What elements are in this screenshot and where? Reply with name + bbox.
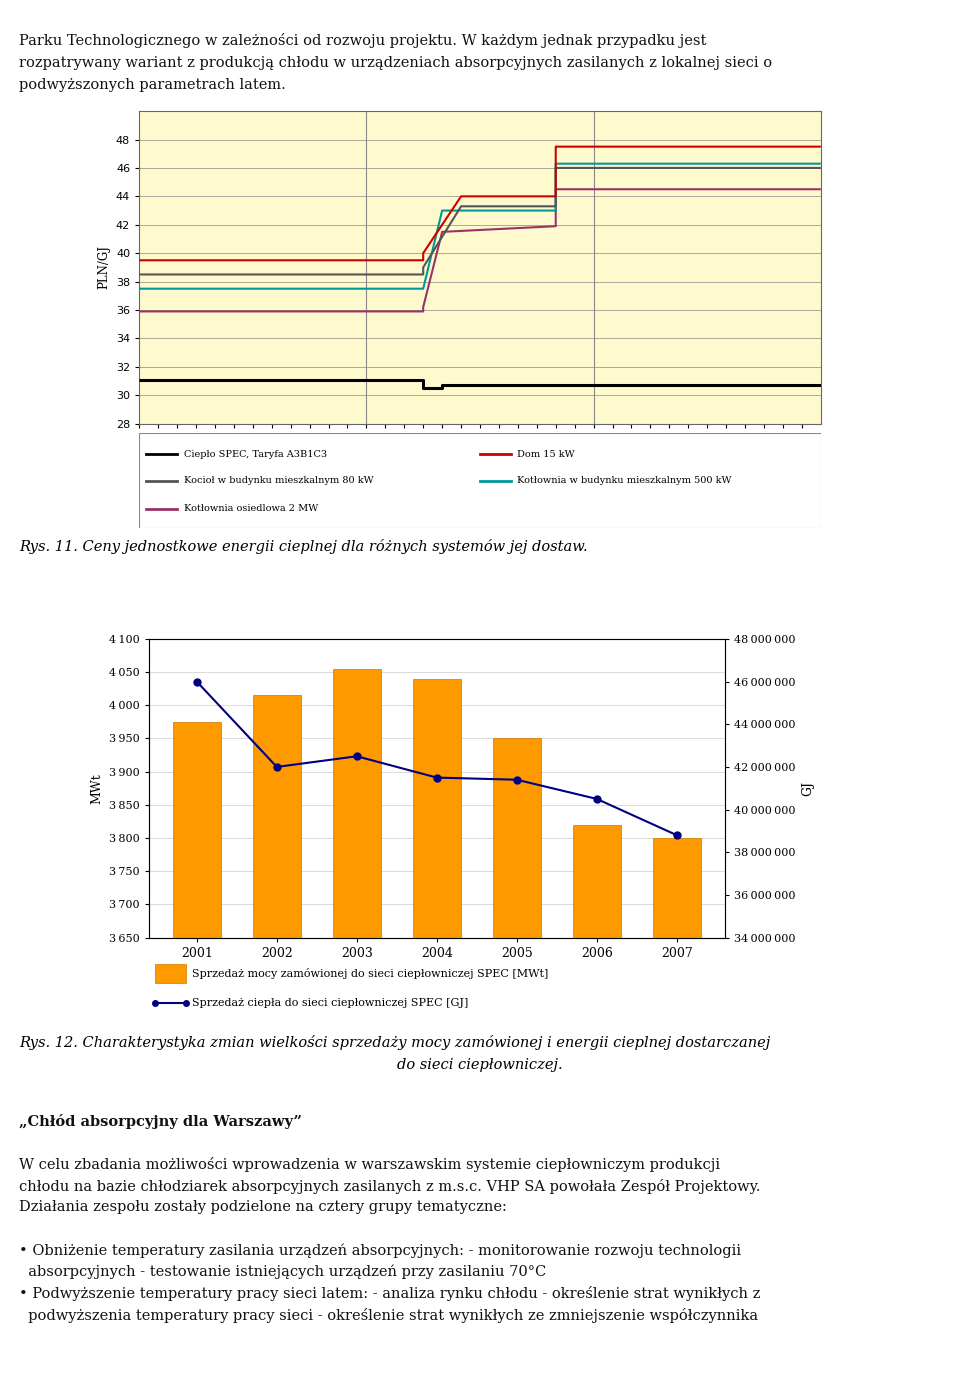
Text: absorpcyjnych - testowanie istniejących urządzeń przy zasilaniu 70°C: absorpcyjnych - testowanie istniejących … [19, 1264, 546, 1279]
Text: chłodu na bazie chłodziarek absorpcyjnych zasilanych z m.s.c. VHP SA powołała Ze: chłodu na bazie chłodziarek absorpcyjnyc… [19, 1178, 760, 1193]
Text: • Obniżenie temperatury zasilania urządzeń absorpcyjnych: - monitorowanie rozwoj: • Obniżenie temperatury zasilania urządz… [19, 1243, 741, 1257]
Text: 2009: 2009 [692, 436, 722, 450]
Text: • Podwyższenie temperatury pracy sieci latem: - analiza rynku chłodu - określeni: • Podwyższenie temperatury pracy sieci l… [19, 1286, 760, 1301]
Text: Kotłownia w budynku mieszkalnym 500 kW: Kotłownia w budynku mieszkalnym 500 kW [517, 476, 732, 485]
Text: Kocioł w budynku mieszkalnym 80 kW: Kocioł w budynku mieszkalnym 80 kW [183, 476, 373, 485]
Text: do sieci ciepłowniczej.: do sieci ciepłowniczej. [397, 1058, 563, 1072]
Bar [653, 838, 701, 1389]
FancyBboxPatch shape [139, 433, 821, 528]
Text: rozpatrywany wariant z produkcją chłodu w urządzeniach absorpcyjnych zasilanych : rozpatrywany wariant z produkcją chłodu … [19, 56, 773, 69]
Bar [252, 696, 300, 1389]
Text: podwyższonych parametrach latem.: podwyższonych parametrach latem. [19, 78, 286, 92]
Text: Sprzedaż mocy zamówionej do sieci ciepłowniczej SPEC [MWt]: Sprzedaż mocy zamówionej do sieci ciepło… [192, 968, 548, 979]
Bar [492, 739, 540, 1389]
Text: Działania zespołu zostały podzielone na cztery grupy tematyczne:: Działania zespołu zostały podzielone na … [19, 1200, 507, 1214]
Text: Kotłownia osiedlowa 2 MW: Kotłownia osiedlowa 2 MW [183, 504, 318, 514]
Bar [333, 668, 381, 1389]
Bar [573, 825, 621, 1389]
Y-axis label: PLN/GJ: PLN/GJ [97, 246, 110, 289]
Text: Parku Technologicznego w zależności od rozwoju projektu. W każdym jednak przypad: Parku Technologicznego w zależności od r… [19, 33, 707, 49]
Text: 2007: 2007 [238, 436, 268, 450]
Text: 2008: 2008 [466, 436, 494, 450]
Y-axis label: GJ: GJ [801, 781, 814, 796]
Text: podwyższenia temperatury pracy sieci - określenie strat wynikłych ze zmniejszeni: podwyższenia temperatury pracy sieci - o… [19, 1308, 758, 1322]
Text: Ciepło SPEC, Taryfa A3B1C3: Ciepło SPEC, Taryfa A3B1C3 [183, 450, 326, 458]
Text: „Chłód absorpcyjny dla Warszawy”: „Chłód absorpcyjny dla Warszawy” [19, 1114, 302, 1129]
Text: Rys. 12. Charakterystyka zmian wielkości sprzedaży mocy zamówionej i energii cie: Rys. 12. Charakterystyka zmian wielkości… [19, 1035, 771, 1050]
Bar [173, 722, 221, 1389]
Bar [413, 679, 461, 1389]
Y-axis label: MWt: MWt [90, 772, 104, 804]
Bar [155, 964, 186, 983]
Text: Sprzedaż ciepła do sieci ciepłowniczej SPEC [GJ]: Sprzedaż ciepła do sieci ciepłowniczej S… [192, 997, 468, 1008]
Text: W celu zbadania możliwości wprowadzenia w warszawskim systemie ciepłowniczym pro: W celu zbadania możliwości wprowadzenia … [19, 1157, 720, 1172]
Text: Dom 15 kW: Dom 15 kW [517, 450, 575, 458]
Text: Rys. 11. Ceny jednostkowe energii cieplnej dla różnych systemów jej dostaw.: Rys. 11. Ceny jednostkowe energii ciepln… [19, 539, 588, 554]
